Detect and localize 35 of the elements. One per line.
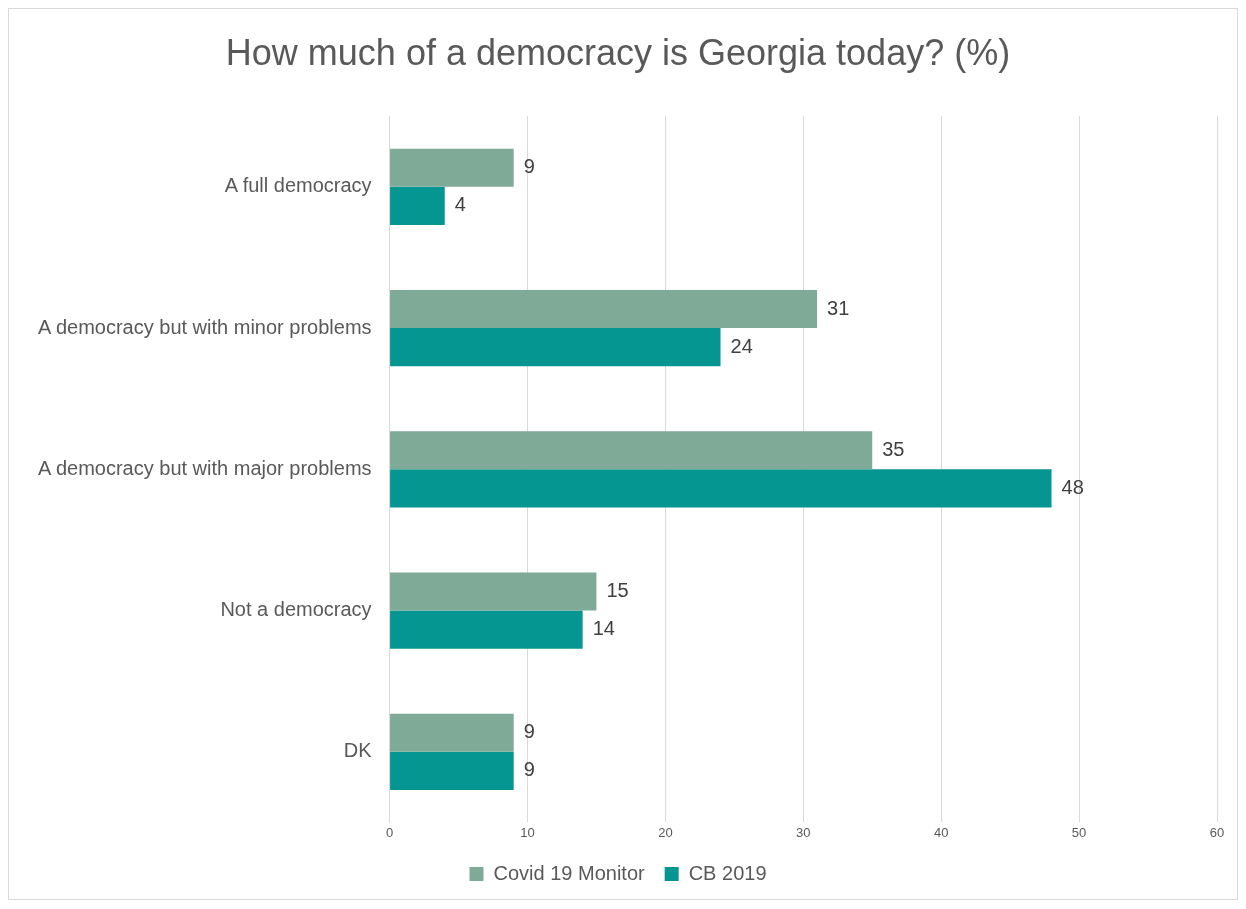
y-tick-label: DK [343,739,373,762]
y-tick-label: A full democracy [224,174,372,197]
y-tick-label: A democracy but with minor problems [38,315,372,338]
x-tick-label: 10 [520,824,535,840]
data-label: 35 [882,437,905,460]
data-label: 9 [523,758,535,781]
y-tick-label: A democracy but with major problems [38,456,372,479]
chart-title: How much of a democracy is Georgia today? (%) [225,31,1011,73]
x-tick-label: 50 [1071,824,1087,840]
bar [390,431,873,470]
legend-label: Covid 19 Monitor [493,861,646,884]
x-tick-label: 0 [385,824,394,840]
data-label: 31 [827,296,850,319]
data-label: 15 [606,578,629,601]
bar [390,713,514,752]
data-label: 24 [730,334,753,357]
bar [390,148,514,187]
bar [390,289,818,329]
bar [390,469,1052,508]
bar [390,328,721,367]
bar [390,610,583,649]
data-label: 9 [523,155,535,178]
data-label: 4 [454,193,466,216]
data-label: 48 [1061,475,1084,498]
x-tick-label: 20 [658,824,673,840]
data-label: 14 [592,617,615,640]
legend-label: CB 2019 [688,861,767,884]
x-tick-label: 40 [933,824,949,840]
data-label: 9 [523,720,535,743]
bar [390,751,514,790]
x-tick-label: 30 [796,824,811,840]
y-tick-label: Not a democracy [220,598,372,621]
bar [390,572,597,611]
bar [390,186,445,225]
x-tick-label: 60 [1209,824,1225,840]
